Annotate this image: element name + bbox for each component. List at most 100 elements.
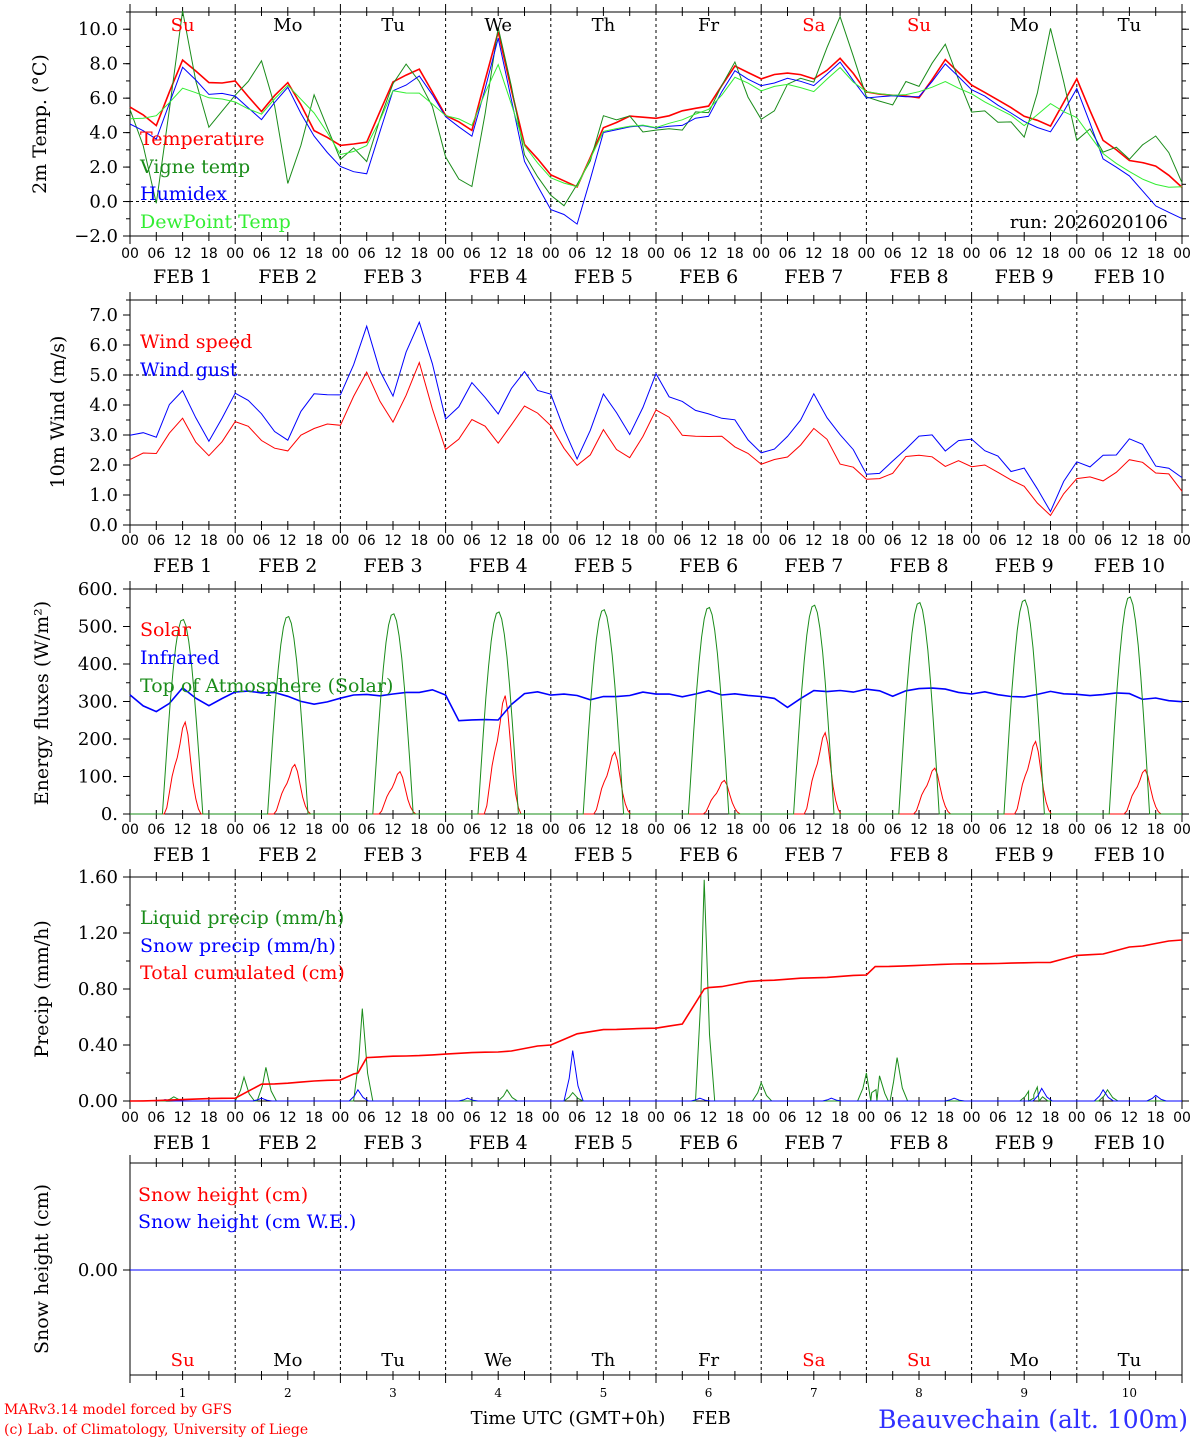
snow-panel: Snow height (cm) 0.00 Snow height (cm) S… (31, 1155, 1189, 1400)
date-label: FEB 8 (889, 1132, 948, 1154)
hour-tick-label: 00 (963, 822, 981, 838)
legend-dewpoint: DewPoint Temp (140, 211, 291, 233)
legend-wind-speed: Wind speed (140, 331, 252, 353)
hour-tick-label: 06 (253, 533, 271, 549)
legend-toa: Top of Atmosphere (Solar) (140, 675, 393, 697)
date-label: FEB 9 (995, 844, 1054, 866)
station-title: Beauvechain (alt. 100m) (878, 1405, 1188, 1434)
hour-tick-label: 18 (831, 822, 849, 838)
hour-tick-label: 00 (857, 246, 875, 262)
date-label: FEB 6 (679, 555, 738, 577)
energy-panel: Energy fluxes (W/m²) 0. 100. 200. 300. 400. 5… (31, 579, 1191, 866)
y-tick-label: 0. (101, 804, 118, 825)
date-label: FEB 1 (153, 555, 212, 577)
hour-tick-label: 06 (673, 533, 691, 549)
day-label-bottom: Su (907, 1350, 931, 1371)
hour-tick-label: 00 (647, 822, 665, 838)
run-annotation: run: 2026020106 (1010, 212, 1168, 233)
date-label: FEB 5 (574, 266, 633, 288)
hour-tick-label: 12 (384, 1110, 402, 1126)
legend-solar: Solar (140, 619, 192, 641)
hour-tick-label: 18 (1147, 822, 1165, 838)
hour-tick-label: 06 (253, 1110, 271, 1126)
hour-tick-label: 12 (805, 822, 823, 838)
hour-tick-label: 18 (726, 1110, 744, 1126)
day-label-bottom: Mo (1010, 1350, 1039, 1371)
date-label: FEB 1 (153, 1132, 212, 1154)
day-label-bottom: Fr (698, 1350, 719, 1371)
y-tick-label: 6.0 (89, 88, 118, 109)
hour-tick-label: 00 (857, 1110, 875, 1126)
hour-tick-label: 06 (884, 1110, 902, 1126)
hour-tick-label: 00 (1173, 246, 1191, 262)
y-tick-label: 200. (78, 729, 118, 750)
hour-tick-label: 18 (200, 246, 218, 262)
hour-tick-label: 18 (200, 822, 218, 838)
hour-tick-label: 12 (805, 1110, 823, 1126)
day-label-top: Th (592, 15, 616, 36)
legend-humidex: Humidex (140, 183, 227, 205)
hour-tick-label: 06 (779, 822, 797, 838)
hour-tick-label: 00 (752, 533, 770, 549)
hour-tick-label: 00 (1173, 533, 1191, 549)
hour-tick-label: 06 (253, 246, 271, 262)
day-label-top: Mo (1010, 15, 1039, 36)
hour-tick-label: 18 (410, 246, 428, 262)
day-number: 5 (600, 1386, 608, 1400)
hour-tick-label: 00 (1173, 1110, 1191, 1126)
hour-tick-label: 18 (726, 822, 744, 838)
day-number: 10 (1122, 1386, 1137, 1400)
hour-tick-label: 00 (437, 246, 455, 262)
hour-tick-label: 12 (279, 1110, 297, 1126)
hour-tick-label: 00 (331, 822, 349, 838)
hour-tick-label: 00 (647, 246, 665, 262)
y-tick-label: 600. (78, 579, 118, 600)
date-label: FEB 6 (679, 266, 738, 288)
y-tick-label: 1.0 (89, 485, 118, 506)
date-label: FEB 2 (258, 266, 317, 288)
hour-tick-label: 06 (779, 246, 797, 262)
hour-tick-label: 12 (489, 533, 507, 549)
credit-line-2: (c) Lab. of Climatology, University of L… (4, 1422, 308, 1438)
y-tick-label: 10.0 (78, 19, 118, 40)
day-label-bottom: Mo (273, 1350, 302, 1371)
hour-tick-label: 00 (437, 533, 455, 549)
hour-tick-label: 18 (1042, 822, 1060, 838)
date-label: FEB 2 (258, 844, 317, 866)
y-tick-label: 8.0 (89, 54, 118, 75)
snow-ylabel: Snow height (cm) (31, 1184, 53, 1354)
date-label: FEB 10 (1094, 266, 1165, 288)
hour-tick-label: 12 (700, 533, 718, 549)
legend-total-cumulated: Total cumulated (cm) (140, 962, 345, 984)
day-label-top: Su (171, 15, 195, 36)
y-tick-label: −2.0 (74, 226, 118, 247)
hour-tick-label: 06 (1094, 246, 1112, 262)
hour-tick-label: 00 (647, 533, 665, 549)
hour-tick-label: 06 (358, 533, 376, 549)
hour-tick-label: 06 (568, 533, 586, 549)
y-tick-label: 1.60 (78, 867, 118, 888)
legend-temperature: Temperature (140, 128, 264, 150)
hour-tick-label: 06 (673, 246, 691, 262)
hour-tick-label: 06 (1094, 533, 1112, 549)
hour-tick-label: 00 (963, 246, 981, 262)
day-label-bottom: We (484, 1350, 512, 1371)
date-label: FEB 10 (1094, 1132, 1165, 1154)
hour-tick-label: 18 (516, 533, 534, 549)
y-tick-label: 2.0 (89, 157, 118, 178)
hour-tick-label: 06 (147, 822, 165, 838)
hour-tick-label: 00 (752, 1110, 770, 1126)
hour-tick-label: 12 (1015, 246, 1033, 262)
date-label: FEB 8 (889, 844, 948, 866)
date-label: FEB 1 (153, 266, 212, 288)
legend-liquid-precip: Liquid precip (mm/h) (140, 907, 344, 929)
date-label: FEB 2 (258, 1132, 317, 1154)
date-label: FEB 9 (995, 555, 1054, 577)
temperature-panel: 2m Temp. (°C) −2.0 0.0 2.0 4.0 6.0 8.0 10.0 Su… (29, 4, 1191, 288)
hour-tick-label: 12 (174, 1110, 192, 1126)
hour-tick-label: 18 (621, 822, 639, 838)
hour-tick-label: 00 (331, 533, 349, 549)
hour-tick-label: 18 (410, 533, 428, 549)
hour-tick-label: 18 (726, 246, 744, 262)
hour-tick-label: 12 (910, 533, 928, 549)
